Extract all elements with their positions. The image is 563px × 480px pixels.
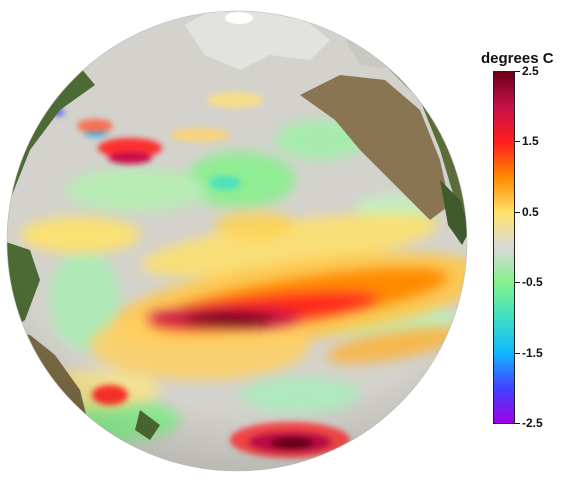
colorbar bbox=[493, 71, 515, 424]
tick-mark bbox=[515, 423, 520, 424]
tick-label: 1.5 bbox=[522, 134, 539, 149]
globe-outline bbox=[6, 10, 468, 472]
tick-label: -2.5 bbox=[522, 416, 543, 430]
legend-title: degrees C bbox=[481, 50, 554, 67]
tick-mark bbox=[515, 141, 520, 143]
tick-mark bbox=[515, 282, 520, 284]
tick-label: -1.5 bbox=[522, 345, 543, 360]
tick-label: 0.5 bbox=[522, 204, 539, 219]
tick-mark bbox=[515, 211, 520, 213]
tick-mark bbox=[515, 71, 520, 72]
tick-mark bbox=[515, 352, 520, 354]
tick-label: -0.5 bbox=[522, 275, 543, 290]
tick-label: 2.5 bbox=[522, 64, 539, 78]
